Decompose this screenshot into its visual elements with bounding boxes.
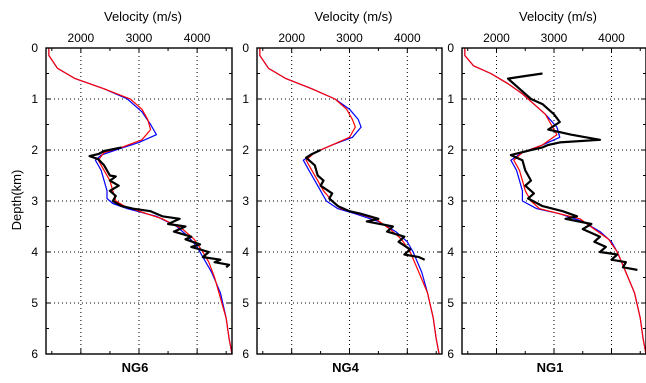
series-line-3	[508, 74, 637, 270]
x-tick-label: 4000	[394, 31, 421, 45]
y-tick-label: 5	[242, 296, 249, 310]
y-tick-label: 3	[242, 194, 249, 208]
y-tick-label: 6	[31, 347, 38, 361]
series-group	[49, 48, 232, 354]
y-tick-label: 5	[31, 296, 38, 310]
y-tick-label: 2	[242, 143, 249, 157]
y-tick-label: 4	[447, 245, 454, 259]
x-tick-label: 4000	[184, 31, 211, 45]
x-tick-label: 2000	[278, 31, 305, 45]
x-tick-label: 2000	[68, 31, 95, 45]
panel-ng1: 2000 3000 4000 0 1 2 3 4 5 6 Velocity (m/s) NG1	[447, 9, 646, 375]
y-tick-label: 1	[447, 92, 454, 106]
y-tick-label: 2	[31, 143, 38, 157]
x-tick-label: 4000	[598, 31, 625, 45]
y-tick-label: 6	[447, 347, 454, 361]
panel-label: NG4	[332, 360, 360, 375]
panel-label: NG1	[537, 360, 564, 375]
panel-ng6: 2000 3000 4000 0 1 2 3 4 5 6 Velocity (m/s) NG6	[31, 9, 232, 375]
x-axis-title: Velocity (m/s)	[104, 9, 182, 24]
y-tick-label: 0	[31, 41, 38, 55]
y-tick-label: 1	[242, 92, 249, 106]
y-axis-title: Depth(km)	[9, 170, 24, 231]
y-tick-label: 2	[447, 143, 454, 157]
series-line-3	[90, 147, 230, 267]
x-axis-title: Velocity (m/s)	[314, 9, 392, 24]
y-tick-label: 3	[447, 194, 454, 208]
x-tick-label: 2000	[483, 31, 510, 45]
y-tick-label: 1	[31, 92, 38, 106]
x-axis-title: Velocity (m/s)	[519, 9, 597, 24]
panel-ng4: 2000 3000 4000 0 1 2 3 4 5 6 Velocity (m/s) NG4	[242, 9, 442, 375]
y-tick-label: 3	[31, 194, 38, 208]
series-line-1	[49, 48, 232, 354]
y-tick-label: 4	[31, 245, 38, 259]
y-tick-label: 4	[242, 245, 249, 259]
y-tick-label: 6	[242, 347, 249, 361]
panel-label: NG6	[122, 360, 149, 375]
series-line-2	[49, 48, 232, 354]
y-tick-label: 0	[447, 41, 454, 55]
x-tick-label: 3000	[126, 31, 153, 45]
y-tick-label: 5	[447, 296, 454, 310]
x-tick-label: 3000	[541, 31, 568, 45]
y-tick-label: 0	[242, 41, 249, 55]
x-tick-label: 3000	[336, 31, 363, 45]
